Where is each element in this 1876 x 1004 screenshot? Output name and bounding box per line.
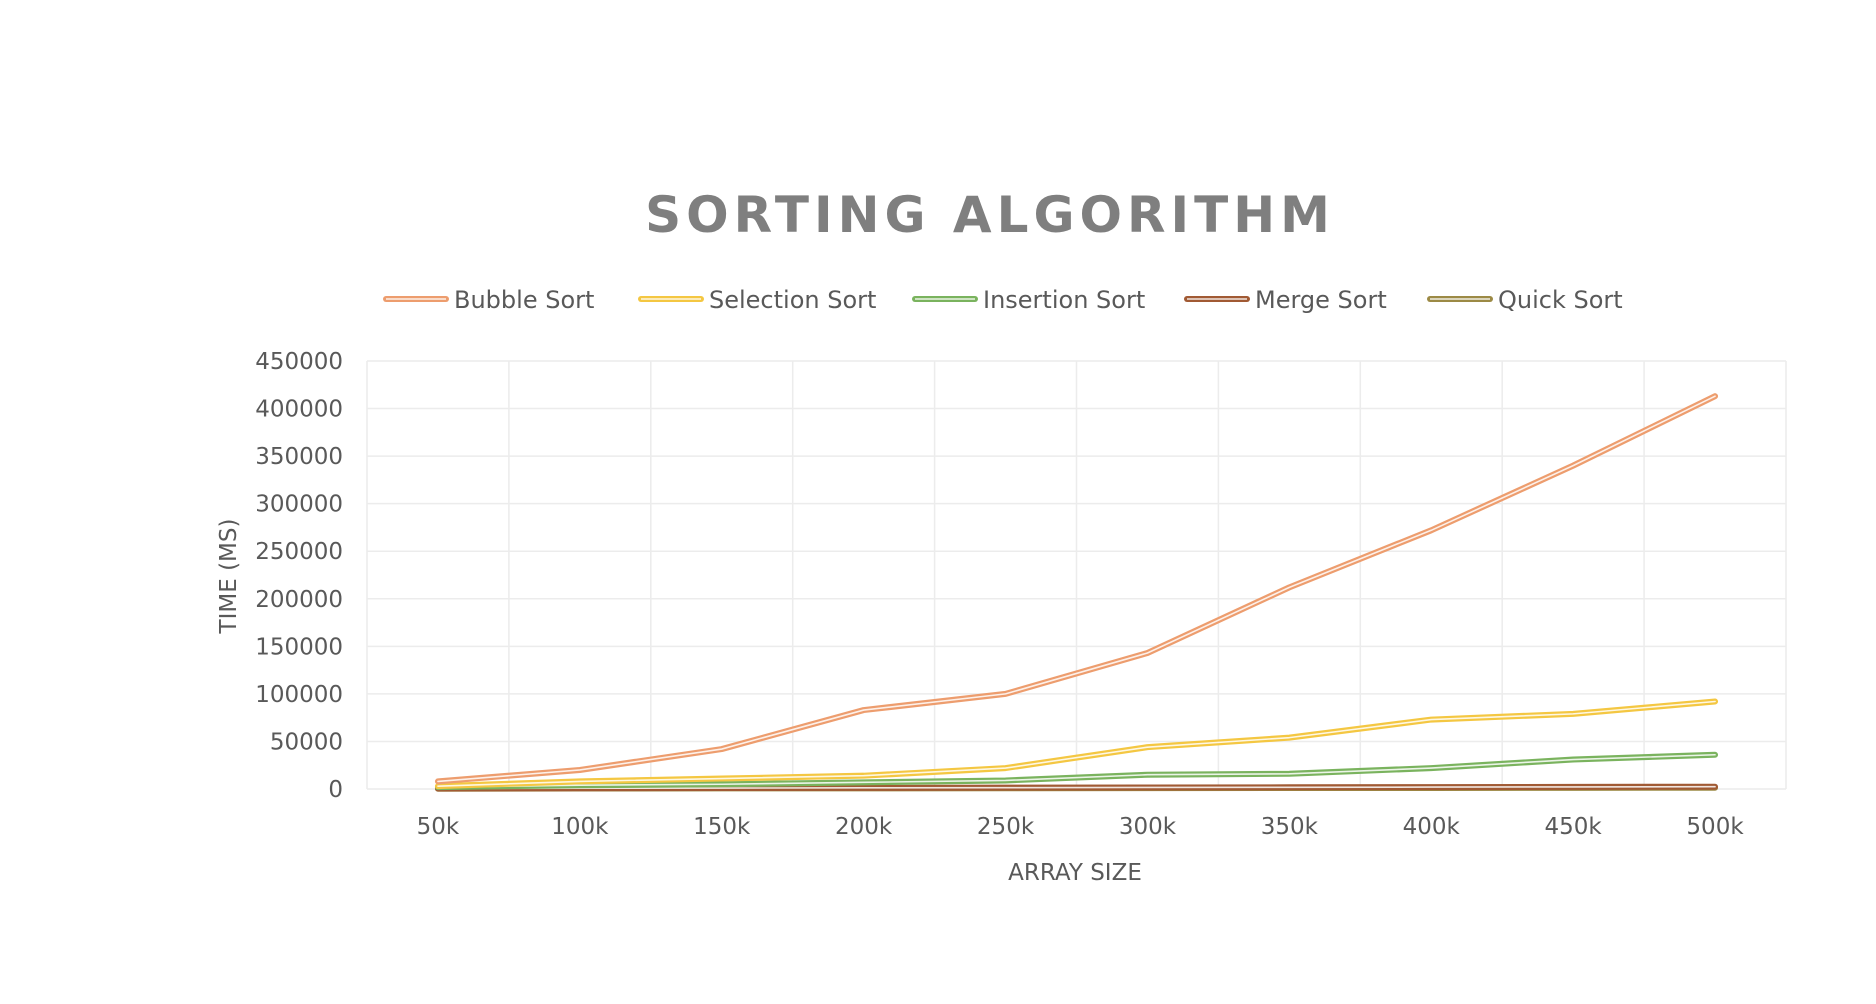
legend-item: Insertion Sort [912,286,1145,314]
legend: Bubble Sort Selection Sort Insertion Sort M… [383,286,1623,314]
series-line-highlight [437,700,1716,787]
x-tick-label: 300k [1119,814,1177,840]
series-merge-sort [434,783,1719,792]
legend-label: Quick Sort [1498,286,1623,314]
x-tick-label: 150k [693,814,751,840]
y-tick-label: 200000 [255,587,343,613]
series-insertion-sort [434,751,1719,791]
legend-label: Merge Sort [1255,286,1387,314]
series-line-highlight [437,785,1716,790]
legend-item: Selection Sort [638,286,876,314]
x-tick-label: 500k [1686,814,1744,840]
series-line-highlight [437,395,1716,783]
y-tick-label: 400000 [255,397,343,423]
legend-item: Quick Sort [1427,286,1623,314]
series-lines [434,393,1719,792]
legend-item: Merge Sort [1184,286,1387,314]
x-tick-label: 350k [1261,814,1319,840]
y-tick-label: 100000 [255,682,343,708]
x-tick-label: 100k [551,814,609,840]
x-axis-ticks: 50k 100k 150k 200k 250k 300k 350k 400k 450k 500k [417,814,1745,840]
y-axis-title: TIME (MS) [216,519,242,635]
series-bubble-sort [434,393,1719,785]
y-tick-label: 0 [328,777,343,803]
x-axis-title: ARRAY SIZE [1008,860,1142,886]
y-tick-label: 250000 [255,539,343,565]
y-tick-label: 450000 [255,349,343,375]
legend-label: Bubble Sort [454,286,594,314]
y-tick-label: 50000 [270,729,343,755]
x-tick-label: 200k [835,814,893,840]
y-tick-label: 150000 [255,634,343,660]
x-tick-label: 50k [417,814,460,840]
series-selection-sort [434,698,1719,790]
y-axis-ticks: 0 50000 100000 150000 200000 250000 300000 3500… [255,349,343,803]
gridlines [366,360,1787,790]
series-line-highlight [437,753,1716,788]
legend-label: Insertion Sort [983,286,1145,314]
x-tick-label: 450k [1545,814,1603,840]
legend-label: Selection Sort [709,286,876,314]
y-tick-label: 350000 [255,444,343,470]
y-tick-label: 300000 [255,492,343,518]
chart-title: SORTING ALGORITHM [645,186,1335,244]
x-tick-label: 400k [1403,814,1461,840]
legend-item: Bubble Sort [383,286,594,314]
x-tick-label: 250k [977,814,1035,840]
